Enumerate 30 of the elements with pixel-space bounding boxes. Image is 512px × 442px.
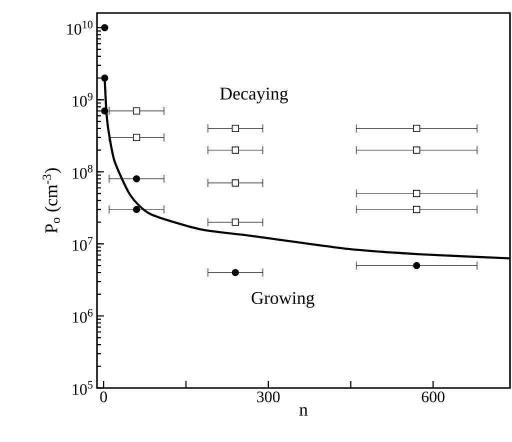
y-tick-label: 10$^{8}$ [72, 164, 93, 179]
point [132, 134, 140, 142]
y-tick-label: 10$^{9}$ [72, 92, 93, 107]
point [413, 206, 420, 214]
point [232, 268, 239, 276]
point [132, 107, 140, 115]
point [101, 24, 108, 32]
y-tick-label: 10$^{7}$ [72, 237, 93, 251]
point [232, 124, 239, 132]
annotation: Decaying [220, 88, 288, 104]
y-tick-label: 10$^{6}$ [72, 309, 93, 323]
point [413, 190, 420, 198]
x-tick-label: 600 [422, 392, 444, 402]
point [413, 146, 420, 154]
point [132, 175, 140, 182]
y-axis-title: P$_{o}$ (cm$^{-3}$) [42, 168, 62, 233]
y-tick-label: 10$^{10}$ [67, 20, 93, 35]
annotation: Growing [252, 292, 314, 308]
point [232, 146, 239, 154]
x-tick-label: 300 [257, 392, 280, 402]
point [101, 107, 108, 115]
point [132, 206, 140, 214]
point [232, 179, 239, 187]
point [232, 218, 239, 226]
point [101, 74, 108, 82]
point [413, 124, 420, 132]
y-tick-label: 10$^{5}$ [72, 381, 93, 395]
x-axis-title: n [299, 407, 308, 416]
x-tick-label: 0 [100, 392, 107, 402]
point [413, 262, 420, 270]
